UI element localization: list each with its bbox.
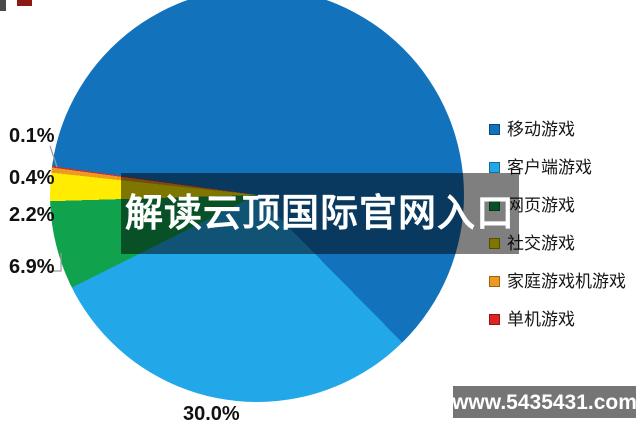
- legend-label: 客户端游戏: [507, 158, 592, 177]
- data-label-0-4-pct: 0.4%: [9, 167, 55, 189]
- legend-label: 家庭游戏机游戏: [507, 272, 626, 291]
- legend-label: 网页游戏: [507, 196, 575, 215]
- data-label-6-9-pct: 6.9%: [9, 256, 55, 278]
- legend-label: 移动游戏: [507, 120, 575, 139]
- data-label-2-2-pct: 2.2%: [9, 204, 55, 226]
- legend-label: 单机游戏: [507, 310, 575, 329]
- legend-swatch-icon: [489, 276, 500, 287]
- legend-swatch-icon: [489, 314, 500, 325]
- overlay-banner: 解读云顶国际官网入口: [121, 173, 519, 254]
- watermark-url-text: www.5435431.com: [452, 390, 637, 414]
- legend-item-4: 家庭游戏机游戏: [489, 273, 626, 290]
- legend-swatch-icon: [489, 124, 500, 135]
- legend-swatch-icon: [489, 162, 500, 173]
- data-label-30-0-pct: 30.0%: [183, 403, 240, 425]
- legend-item-1: 客户端游戏: [489, 159, 626, 176]
- legend-item-0: 移动游戏: [489, 121, 626, 138]
- data-label-0-1-pct: 0.1%: [9, 125, 55, 147]
- corner-artifact-red: [17, 0, 32, 6]
- overlay-banner-text: 解读云顶国际官网入口: [124, 192, 515, 235]
- corner-artifact-dark: [0, 0, 6, 11]
- watermark-box: www.5435431.com: [452, 386, 637, 418]
- legend-label: 社交游戏: [507, 234, 575, 253]
- legend-item-5: 单机游戏: [489, 311, 626, 328]
